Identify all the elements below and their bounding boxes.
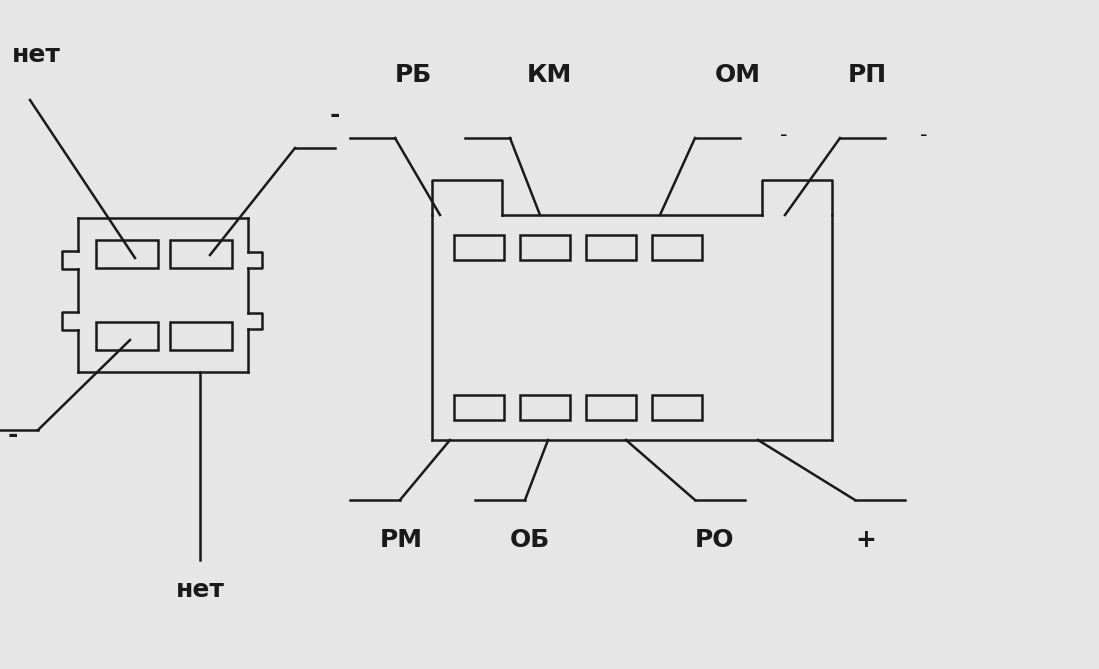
Bar [454, 235, 504, 260]
Bar [652, 235, 702, 260]
Text: РБ: РБ [395, 63, 432, 87]
Text: -: - [780, 125, 788, 145]
Bar [652, 395, 702, 420]
Bar [454, 395, 504, 420]
Bar [586, 235, 636, 260]
Text: -: - [330, 103, 341, 127]
Text: РП: РП [848, 63, 887, 87]
Bar [520, 395, 570, 420]
Bar [170, 322, 232, 350]
Text: КМ: КМ [528, 63, 573, 87]
Text: нет: нет [176, 578, 224, 602]
Bar [586, 395, 636, 420]
Bar [96, 322, 158, 350]
Text: нет: нет [12, 43, 60, 67]
Text: -: - [920, 125, 928, 145]
Text: ОБ: ОБ [510, 528, 551, 552]
Bar [96, 240, 158, 268]
Text: РО: РО [695, 528, 734, 552]
Bar [520, 235, 570, 260]
Text: РМ: РМ [380, 528, 423, 552]
Text: +: + [855, 528, 876, 552]
Text: -: - [8, 423, 19, 447]
Bar [170, 240, 232, 268]
Text: ОМ: ОМ [715, 63, 761, 87]
